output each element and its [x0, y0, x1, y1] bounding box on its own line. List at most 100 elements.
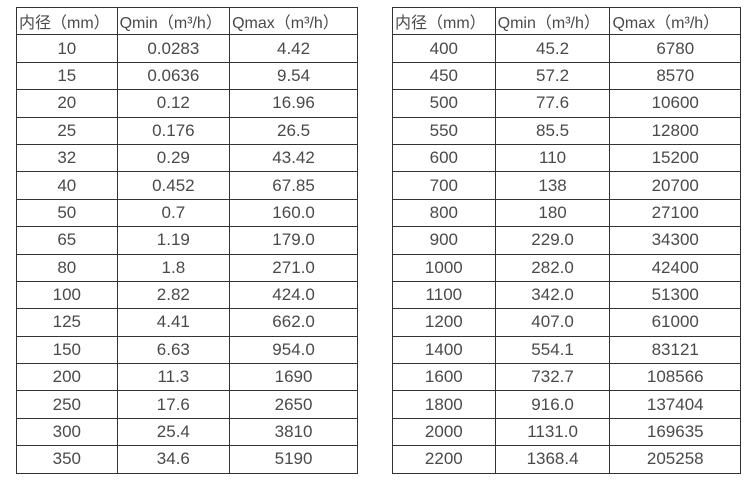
table-cell: 0.176 — [116, 116, 231, 145]
table-cell: 34.6 — [116, 445, 231, 474]
table-cell: 15 — [16, 61, 118, 91]
table-row: 500 77.6 10600 — [392, 89, 741, 118]
table-cell: 400 — [392, 34, 496, 63]
table-cell: 17.6 — [116, 390, 231, 419]
table-cell: 342.0 — [494, 280, 611, 310]
table-cell: 350 — [16, 445, 118, 474]
table-cell: 700 — [392, 171, 496, 200]
table-cell: 25 — [16, 116, 118, 145]
table-cell: 0.12 — [116, 89, 231, 118]
table-row: 2000 1131.0 169635 — [392, 417, 741, 447]
table-row: 2200 1368.4 205258 — [392, 445, 741, 474]
column-header: Qmin（m³/h） — [494, 6, 611, 36]
table-row: 700 138 20700 — [392, 171, 741, 200]
table-cell: 25.4 — [116, 417, 231, 447]
table-cell: 61000 — [609, 308, 741, 337]
table-cell: 600 — [392, 143, 496, 173]
table-cell: 900 — [392, 226, 496, 255]
table-cell: 4.42 — [229, 34, 358, 63]
table-row: 20 0.12 16.96 — [16, 89, 358, 118]
table-row: 150 6.63 954.0 — [16, 335, 358, 365]
table-cell: 916.0 — [494, 390, 611, 419]
table-cell: 954.0 — [229, 335, 358, 365]
table-cell: 20700 — [609, 171, 741, 200]
table-cell: 271.0 — [229, 253, 358, 282]
table-cell: 65 — [16, 226, 118, 255]
table-cell: 34300 — [609, 226, 741, 255]
flow-table-small-diameters: 内径（mm） Qmin（m³/h） Qmax（m³/h） 10 0.0283 4.42 1… — [16, 6, 358, 474]
table-row: 40 0.452 67.85 — [16, 171, 358, 200]
flow-table-large-diameters: 内径（mm） Qmin（m³/h） Qmax（m³/h） 400 45.2 6780 45… — [392, 6, 741, 474]
table-cell: 1800 — [392, 390, 496, 419]
table-cell: 6.63 — [116, 335, 231, 365]
table-cell: 15200 — [609, 143, 741, 173]
table-cell: 1131.0 — [494, 417, 611, 447]
table-cell: 250 — [16, 390, 118, 419]
column-header: 内径（mm） — [392, 6, 496, 36]
table-cell: 179.0 — [229, 226, 358, 255]
table-cell: 150 — [16, 335, 118, 365]
table-cell: 77.6 — [494, 89, 611, 118]
table-cell: 20 — [16, 89, 118, 118]
table-row: 50 0.7 160.0 — [16, 198, 358, 228]
table-cell: 2.82 — [116, 280, 231, 310]
column-header: Qmin（m³/h） — [116, 6, 231, 36]
table-cell: 2000 — [392, 417, 496, 447]
table-cell: 0.7 — [116, 198, 231, 228]
table-cell: 32 — [16, 143, 118, 173]
table-cell: 407.0 — [494, 308, 611, 337]
column-header: 内径（mm） — [16, 6, 118, 36]
table-cell: 800 — [392, 198, 496, 228]
table-cell: 229.0 — [494, 226, 611, 255]
table-cell: 67.85 — [229, 171, 358, 200]
table-row: 32 0.29 43.42 — [16, 143, 358, 173]
table-cell: 8570 — [609, 61, 741, 91]
table-cell: 110 — [494, 143, 611, 173]
table-cell: 0.29 — [116, 143, 231, 173]
table-row: 1200 407.0 61000 — [392, 308, 741, 337]
table-cell: 732.7 — [494, 363, 611, 392]
table-cell: 6780 — [609, 34, 741, 63]
table-row: 900 229.0 34300 — [392, 226, 741, 255]
table-cell: 1600 — [392, 363, 496, 392]
table-cell: 11.3 — [116, 363, 231, 392]
table-cell: 85.5 — [494, 116, 611, 145]
table-cell: 205258 — [609, 445, 741, 474]
table-row: 10 0.0283 4.42 — [16, 34, 358, 63]
table-row: 600 110 15200 — [392, 143, 741, 173]
header-row: 内径（mm） Qmin（m³/h） Qmax（m³/h） — [392, 6, 741, 36]
table-cell: 300 — [16, 417, 118, 447]
table-cell: 42400 — [609, 253, 741, 282]
table-cell: 108566 — [609, 363, 741, 392]
table-row: 300 25.4 3810 — [16, 417, 358, 447]
table-cell: 2650 — [229, 390, 358, 419]
table-cell: 137404 — [609, 390, 741, 419]
table-cell: 0.452 — [116, 171, 231, 200]
table-cell: 43.42 — [229, 143, 358, 173]
table-cell: 169635 — [609, 417, 741, 447]
table-cell: 0.0636 — [116, 61, 231, 91]
table-cell: 3810 — [229, 417, 358, 447]
table-row: 1000 282.0 42400 — [392, 253, 741, 282]
header-row: 内径（mm） Qmin（m³/h） Qmax（m³/h） — [16, 6, 358, 36]
table-cell: 100 — [16, 280, 118, 310]
table-row: 65 1.19 179.0 — [16, 226, 358, 255]
table-row: 250 17.6 2650 — [16, 390, 358, 419]
table-cell: 1000 — [392, 253, 496, 282]
table-row: 350 34.6 5190 — [16, 445, 358, 474]
table-row: 200 11.3 1690 — [16, 363, 358, 392]
table-cell: 51300 — [609, 280, 741, 310]
table-cell: 80 — [16, 253, 118, 282]
table-row: 15 0.0636 9.54 — [16, 61, 358, 91]
table-cell: 500 — [392, 89, 496, 118]
table-cell: 1200 — [392, 308, 496, 337]
table-cell: 12800 — [609, 116, 741, 145]
table-cell: 1690 — [229, 363, 358, 392]
table-cell: 2200 — [392, 445, 496, 474]
table-cell: 0.0283 — [116, 34, 231, 63]
table-cell: 57.2 — [494, 61, 611, 91]
table-cell: 50 — [16, 198, 118, 228]
table-cell: 1368.4 — [494, 445, 611, 474]
table-cell: 27100 — [609, 198, 741, 228]
table-row: 400 45.2 6780 — [392, 34, 741, 63]
